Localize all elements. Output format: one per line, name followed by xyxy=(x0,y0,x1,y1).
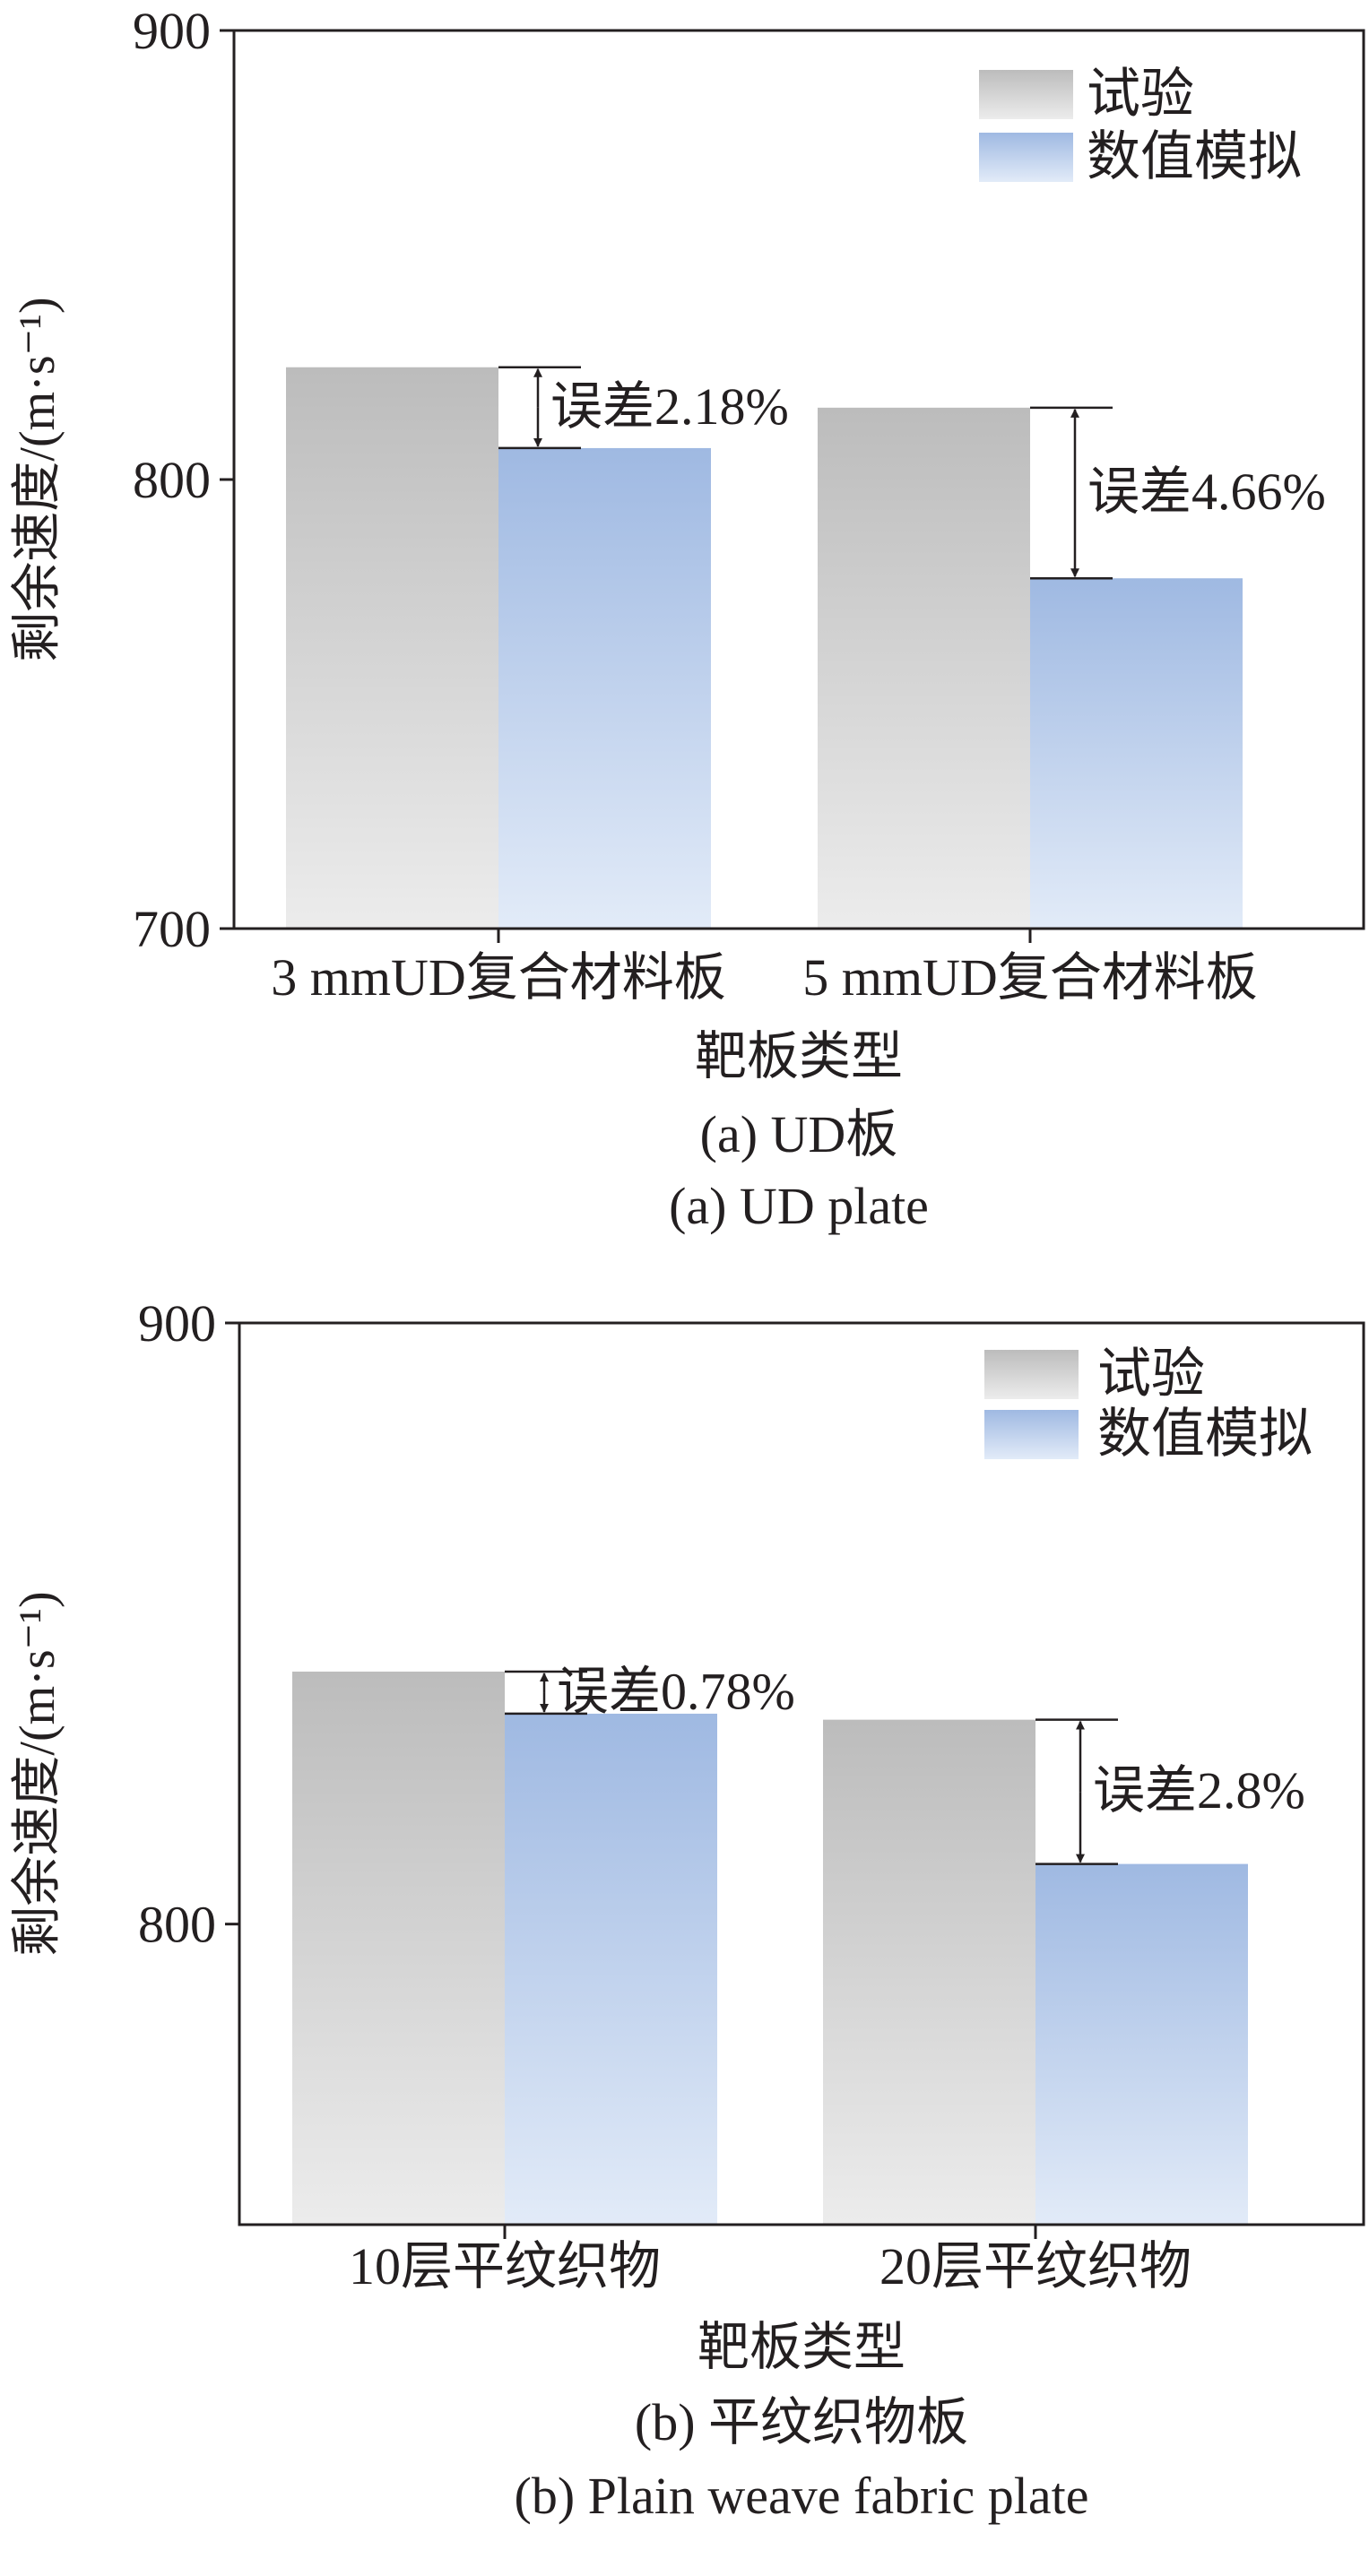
caption-cn-b: (b) 平纹织物板 xyxy=(635,2393,968,2451)
error-label: 误差2.8% xyxy=(1093,1761,1305,1820)
y-tick-label: 800 xyxy=(133,451,211,509)
caption-en-a: (a) UD plate xyxy=(669,1177,929,1235)
y-tick-label: 800 xyxy=(138,1896,216,1954)
error-annotations-b: 误差0.78% 误差2.8% xyxy=(505,1662,1305,1865)
error-label: 误差0.78% xyxy=(557,1662,795,1720)
bar-experiment xyxy=(286,367,498,929)
x-axis-ticks-a: 3 mmUD复合材料板 5 mmUD复合材料板 xyxy=(271,929,1258,1007)
bar-simulation xyxy=(505,1713,717,2225)
caption-cn-a: (a) UD板 xyxy=(700,1105,898,1163)
x-tick-label: 5 mmUD复合材料板 xyxy=(802,948,1258,1007)
bars-group-b xyxy=(292,1671,1248,2225)
y-axis-label-b: 剩余速度/(m·s⁻¹) xyxy=(10,1591,65,1956)
legend-swatch-experiment xyxy=(979,70,1073,119)
bar-experiment xyxy=(818,407,1030,929)
x-tick-label: 10层平纹织物 xyxy=(349,2237,661,2295)
error-label: 误差4.66% xyxy=(1087,462,1326,521)
legend-label-simulation: 数值模拟 xyxy=(1087,127,1302,186)
bar-simulation xyxy=(1035,1863,1248,2225)
y-tick-label: 900 xyxy=(133,2,211,60)
caption-en-b: (b) Plain weave fabric plate xyxy=(515,2467,1089,2525)
bar-experiment xyxy=(292,1671,505,2225)
legend-swatch-simulation xyxy=(984,1410,1079,1459)
error-annotations-a: 误差2.18% 误差4.66% xyxy=(498,366,1326,580)
bar-simulation xyxy=(498,447,711,929)
x-axis-label-a: 靶板类型 xyxy=(695,1027,903,1085)
y-axis-label-a: 剩余速度/(m·s⁻¹) xyxy=(10,297,65,661)
bar-experiment xyxy=(823,1719,1035,2225)
bar-simulation xyxy=(1030,578,1243,929)
legend-a: 试验 数值模拟 xyxy=(979,65,1302,186)
chart-panel-b: 误差0.78% 误差2.8% 800 900 10层平纹织物 20层平纹织物 试验 数… xyxy=(10,1294,1365,2525)
legend-swatch-simulation xyxy=(979,133,1073,182)
x-tick-label: 3 mmUD复合材料板 xyxy=(271,948,726,1007)
y-axis-ticks-b: 800 900 xyxy=(138,1294,239,1954)
legend-swatch-experiment xyxy=(984,1350,1079,1399)
bars-group-a xyxy=(286,367,1243,929)
legend-label-experiment: 试验 xyxy=(1097,1344,1205,1404)
legend-label-experiment: 试验 xyxy=(1087,65,1194,124)
y-tick-label: 900 xyxy=(138,1294,216,1353)
x-axis-ticks-b: 10层平纹织物 20层平纹织物 xyxy=(349,2225,1191,2295)
error-label: 误差2.18% xyxy=(550,377,789,436)
legend-label-simulation: 数值模拟 xyxy=(1097,1405,1313,1464)
legend-b: 试验 数值模拟 xyxy=(984,1344,1313,1464)
x-axis-label-b: 靶板类型 xyxy=(697,2318,905,2376)
y-tick-label: 700 xyxy=(133,900,211,958)
plot-frame-b xyxy=(238,1321,1365,2226)
x-tick-label: 20层平纹织物 xyxy=(879,2237,1191,2295)
y-axis-ticks-a: 700 800 900 xyxy=(133,2,234,958)
chart-panel-a: 误差2.18% 误差4.66% 700 800 900 3 mmUD复合材料板 5 mm… xyxy=(10,2,1365,1235)
